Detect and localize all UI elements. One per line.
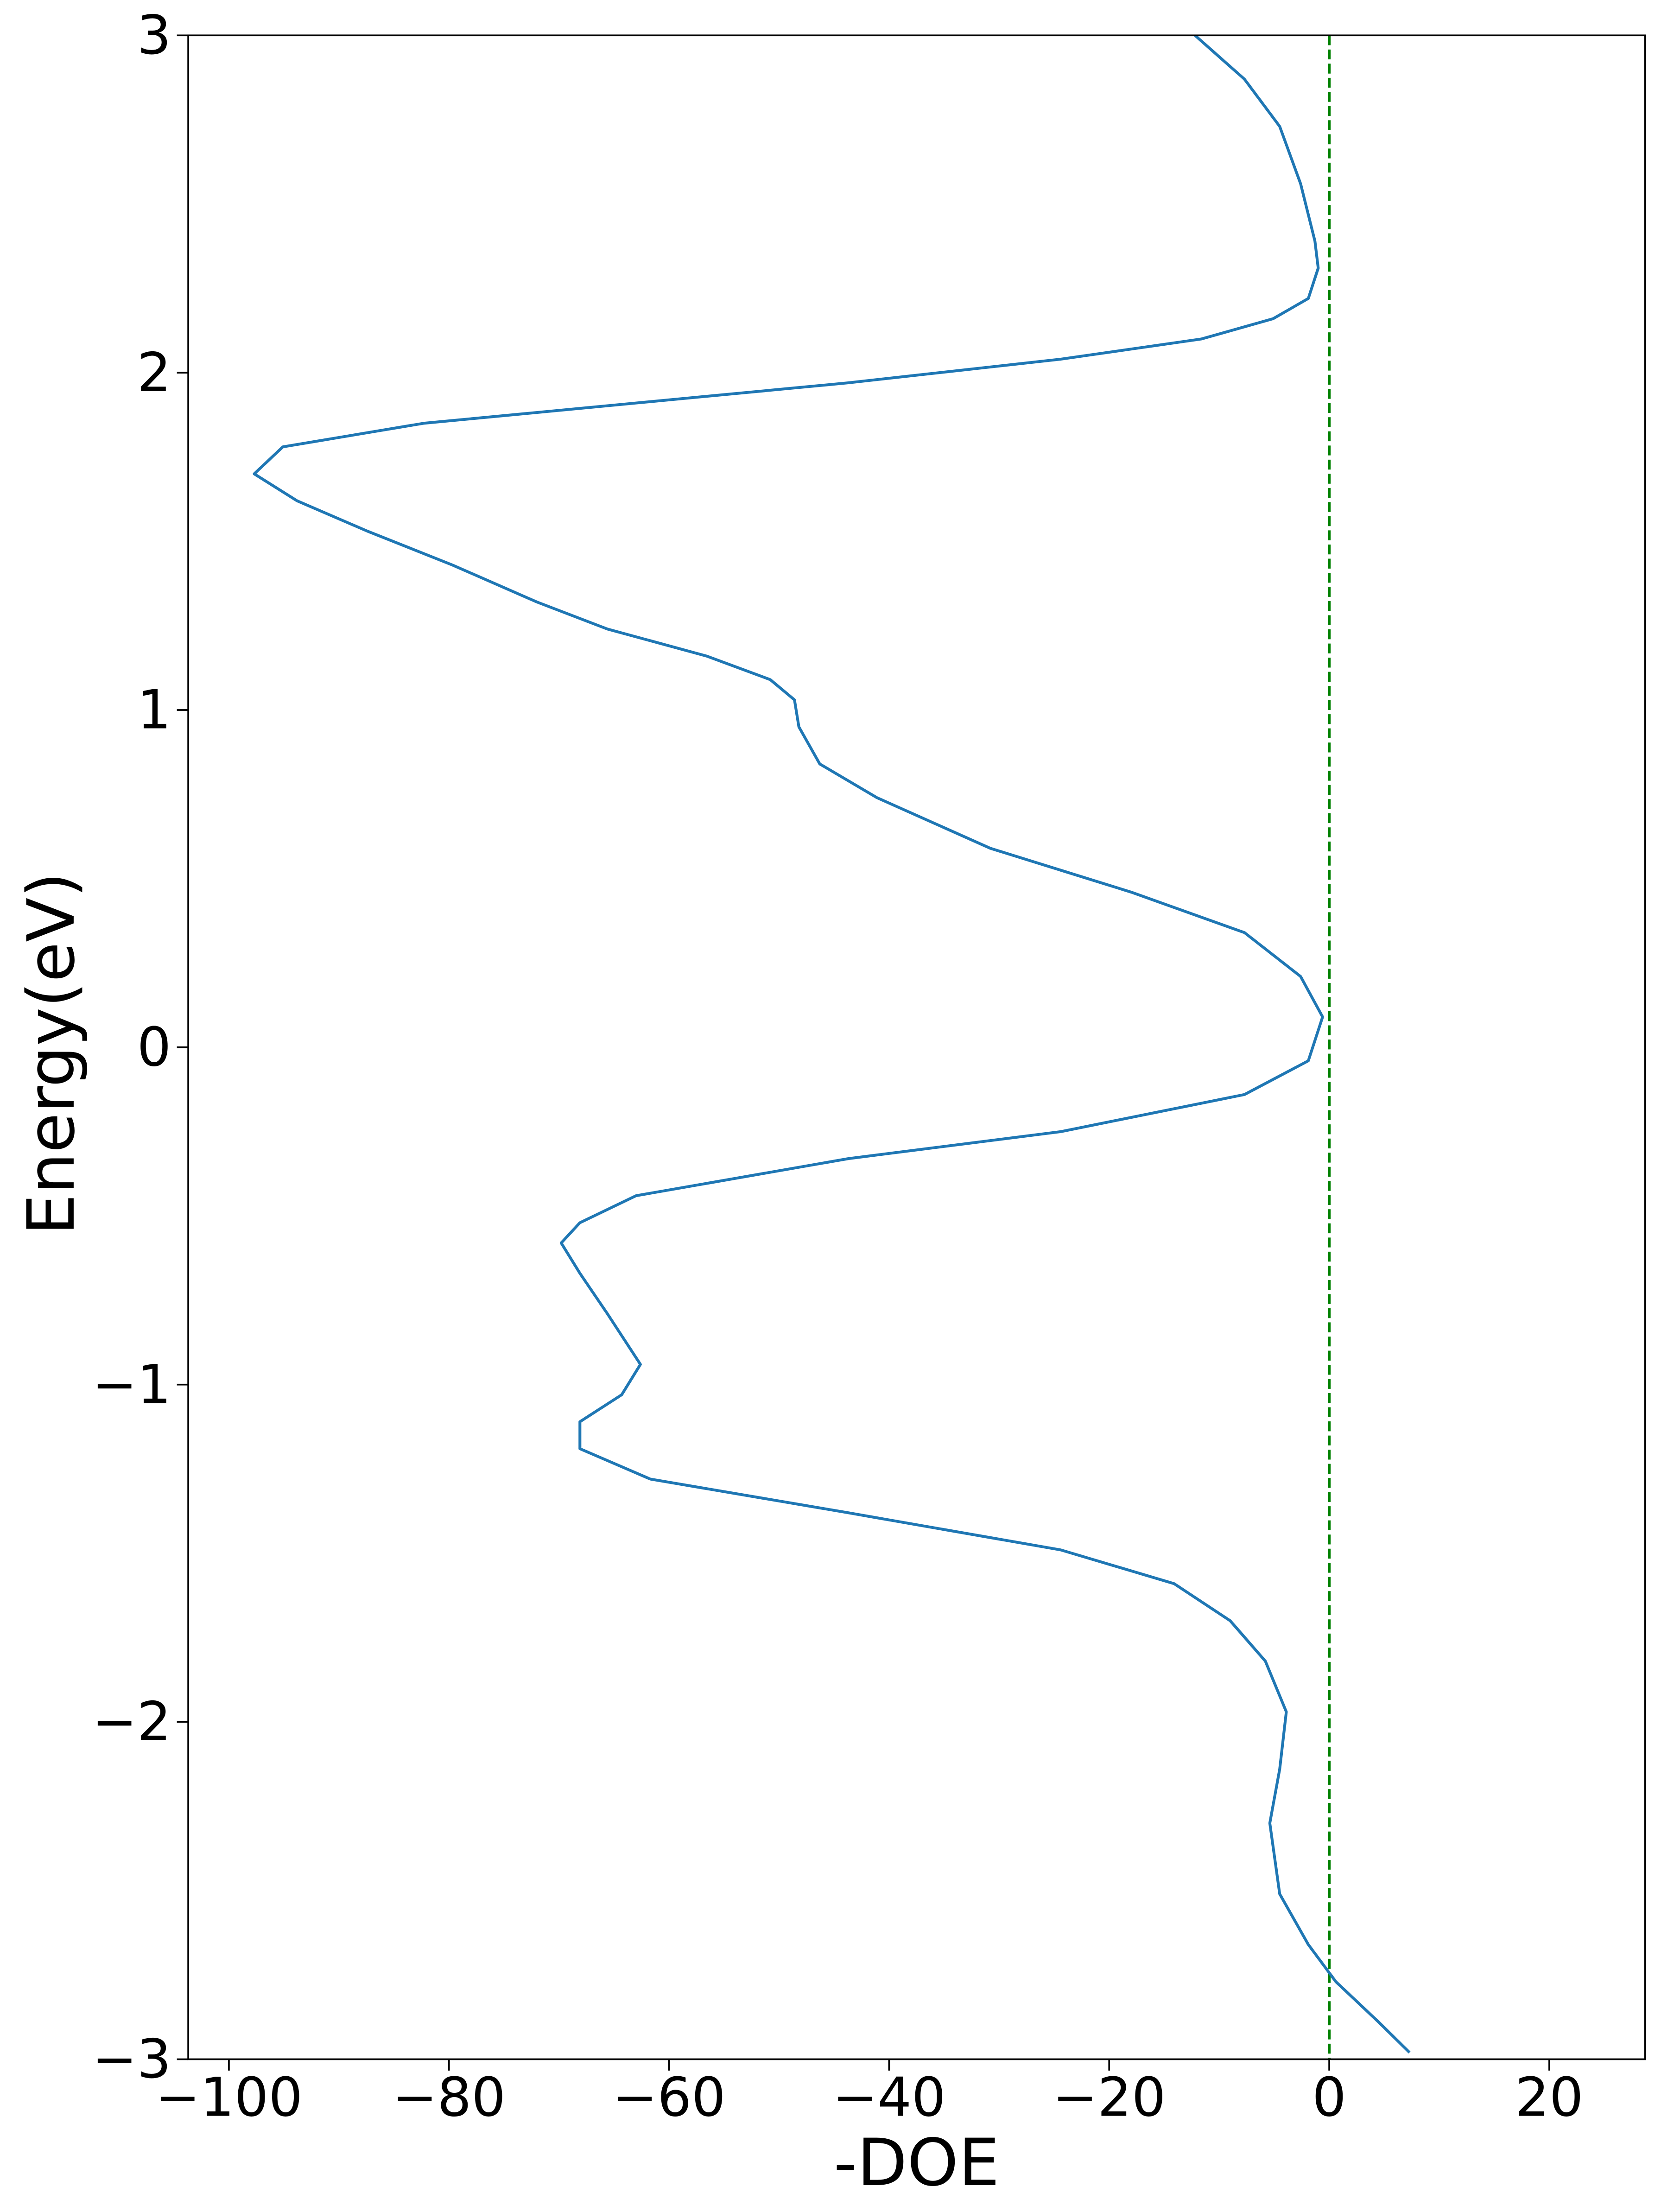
x-tick-label: −20 (1053, 2066, 1166, 2129)
data-line (253, 35, 1411, 2054)
x-tick-label: −80 (392, 2066, 506, 2129)
x-tick-label: −40 (832, 2066, 946, 2129)
x-tick-label: 0 (1312, 2066, 1346, 2129)
y-tick-label: −2 (92, 1691, 171, 1753)
y-tick-label: 1 (137, 679, 171, 742)
x-axis-label: -DOE (834, 2125, 1000, 2201)
y-tick-label: −3 (92, 2028, 171, 2091)
y-tick-label: −1 (92, 1353, 171, 1416)
y-axis-label: Energy(eV) (14, 872, 89, 1235)
plot-frame (187, 34, 1646, 2060)
x-tick-label: 20 (1515, 2066, 1584, 2129)
x-tick-label: −100 (155, 2066, 303, 2129)
y-tick-label: 3 (137, 4, 171, 67)
x-tick-label: −60 (612, 2066, 726, 2129)
y-tick-label: 2 (137, 342, 171, 404)
y-tick-label: 0 (137, 1016, 171, 1079)
